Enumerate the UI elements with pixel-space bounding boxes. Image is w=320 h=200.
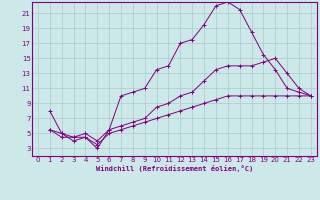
X-axis label: Windchill (Refroidissement éolien,°C): Windchill (Refroidissement éolien,°C)	[96, 165, 253, 172]
